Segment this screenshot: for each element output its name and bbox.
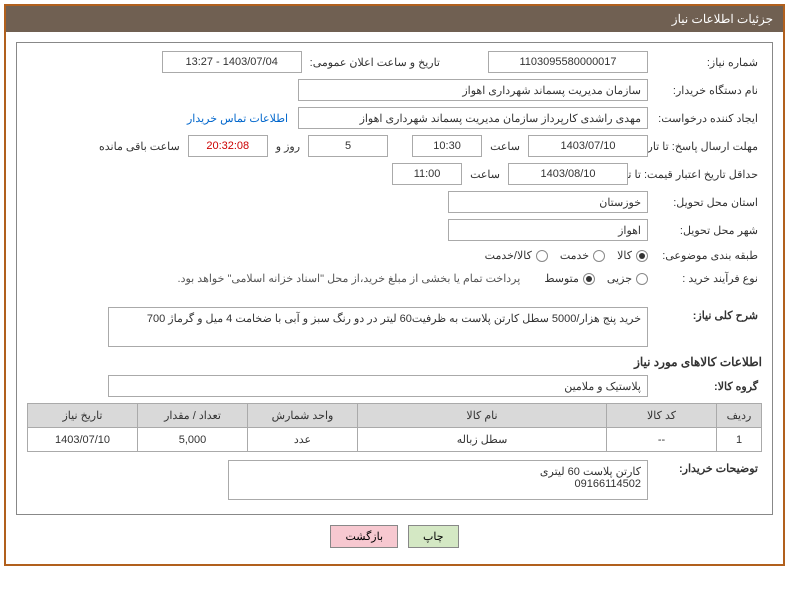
goods-table: ردیف کد کالا نام کالا واحد شمارش تعداد /… [27,403,762,452]
deadline-time: 10:30 [412,135,482,157]
need-number-label: شماره نیاز: [652,54,762,71]
deadline-date: 1403/07/10 [528,135,648,157]
row-category: طبقه بندی موضوعی: کالا خدمت کالا/خدمت [27,247,762,264]
requester-label: ایجاد کننده درخواست: [652,110,762,127]
province-value: خوزستان [448,191,648,213]
deadline-label: مهلت ارسال پاسخ: تا تاریخ: [652,138,762,155]
cell-code: -- [607,428,717,452]
row-general-desc: شرح کلی نیاز: خرید پنج هزار/5000 سطل کار… [27,307,762,347]
buyer-org-label: نام دستگاه خریدار: [652,82,762,99]
row-buyer-comment: توضیحات خریدار: کارتن پلاست 60 لیتری 091… [27,460,762,500]
cell-name: سطل زباله [358,428,607,452]
process-label: نوع فرآیند خرید : [652,270,762,287]
panel-title: جزئیات اطلاعات نیاز [672,12,773,26]
row-process: نوع فرآیند خرید : جزیی متوسط پرداخت تمام… [27,270,762,287]
time-label-1: ساعت [486,138,524,155]
radio-medium-label: متوسط [544,272,579,285]
cell-qty: 5,000 [138,428,248,452]
validity-date: 1403/08/10 [508,163,628,185]
category-radio-group: کالا خدمت کالا/خدمت [485,249,648,262]
radio-service-label: خدمت [560,249,589,262]
radio-partial-label: جزیی [607,272,632,285]
goods-group-label: گروه کالا: [652,378,762,395]
row-buyer-org: نام دستگاه خریدار: سازمان مدیریت پسماند … [27,79,762,101]
province-label: استان محل تحویل: [652,194,762,211]
category-label: طبقه بندی موضوعی: [652,247,762,264]
announce-datetime-value: 1403/07/04 - 13:27 [162,51,302,73]
print-button[interactable]: چاپ [408,525,459,548]
th-row: ردیف [717,404,762,428]
radio-goods-service-label: کالا/خدمت [485,249,532,262]
row-validity: حداقل تاریخ اعتبار قیمت: تا تاریخ: 1403/… [27,163,762,185]
days-and-label: روز و [272,138,304,155]
th-code: کد کالا [607,404,717,428]
th-unit: واحد شمارش [248,404,358,428]
buyer-comment-label: توضیحات خریدار: [652,460,762,477]
buyer-comment-value: کارتن پلاست 60 لیتری 09166114502 [228,460,648,500]
process-radio-group: جزیی متوسط [544,272,648,285]
row-need-number: شماره نیاز: 1103095580000017 تاریخ و ساع… [27,51,762,73]
row-city: شهر محل تحویل: اهواز [27,219,762,241]
city-label: شهر محل تحویل: [652,222,762,239]
radio-partial-circle [636,273,648,285]
table-header-row: ردیف کد کالا نام کالا واحد شمارش تعداد /… [28,404,762,428]
radio-service[interactable]: خدمت [560,249,605,262]
time-label-2: ساعت [466,166,504,183]
days-remaining: 5 [308,135,388,157]
radio-medium-circle [583,273,595,285]
row-requester: ایجاد کننده درخواست: مهدی راشدی کارپرداز… [27,107,762,129]
radio-partial[interactable]: جزیی [607,272,648,285]
th-name: نام کالا [358,404,607,428]
radio-goods-service[interactable]: کالا/خدمت [485,249,548,262]
row-province: استان محل تحویل: خوزستان [27,191,762,213]
panel-header: جزئیات اطلاعات نیاز [6,6,783,32]
th-qty: تعداد / مقدار [138,404,248,428]
city-value: اهواز [448,219,648,241]
general-desc-label: شرح کلی نیاز: [652,307,762,324]
radio-goods-label: کالا [617,249,632,262]
need-number-value: 1103095580000017 [488,51,648,73]
radio-goods[interactable]: کالا [617,249,648,262]
countdown-time: 20:32:08 [188,135,268,157]
cell-row: 1 [717,428,762,452]
buyer-contact-link[interactable]: اطلاعات تماس خریدار [181,110,294,127]
goods-info-title: اطلاعات کالاهای مورد نیاز [27,355,762,369]
general-desc-value: خرید پنج هزار/5000 سطل کارتن پلاست به ظر… [108,307,648,347]
requester-value: مهدی راشدی کارپرداز سازمان مدیریت پسماند… [298,107,648,129]
radio-medium[interactable]: متوسط [544,272,595,285]
panel-content: شماره نیاز: 1103095580000017 تاریخ و ساع… [6,32,783,564]
cell-unit: عدد [248,428,358,452]
process-note: پرداخت تمام یا بخشی از مبلغ خرید،از محل … [178,272,521,285]
back-button[interactable]: بازگشت [330,525,398,548]
th-date: تاریخ نیاز [28,404,138,428]
remaining-label: ساعت باقی مانده [95,138,184,155]
table-row: 1 -- سطل زباله عدد 5,000 1403/07/10 [28,428,762,452]
radio-service-circle [593,250,605,262]
row-goods-group: گروه کالا: پلاستیک و ملامین [27,375,762,397]
button-bar: چاپ بازگشت [16,515,773,554]
inner-form: شماره نیاز: 1103095580000017 تاریخ و ساع… [16,42,773,515]
announce-datetime-label: تاریخ و ساعت اعلان عمومی: [306,54,444,71]
row-deadline: مهلت ارسال پاسخ: تا تاریخ: 1403/07/10 سا… [27,135,762,157]
radio-goods-circle [636,250,648,262]
main-panel: جزئیات اطلاعات نیاز شماره نیاز: 11030955… [4,4,785,566]
goods-group-value: پلاستیک و ملامین [108,375,648,397]
cell-date: 1403/07/10 [28,428,138,452]
validity-label: حداقل تاریخ اعتبار قیمت: تا تاریخ: [632,166,762,183]
validity-time: 11:00 [392,163,462,185]
radio-goods-service-circle [536,250,548,262]
buyer-org-value: سازمان مدیریت پسماند شهرداری اهواز [298,79,648,101]
